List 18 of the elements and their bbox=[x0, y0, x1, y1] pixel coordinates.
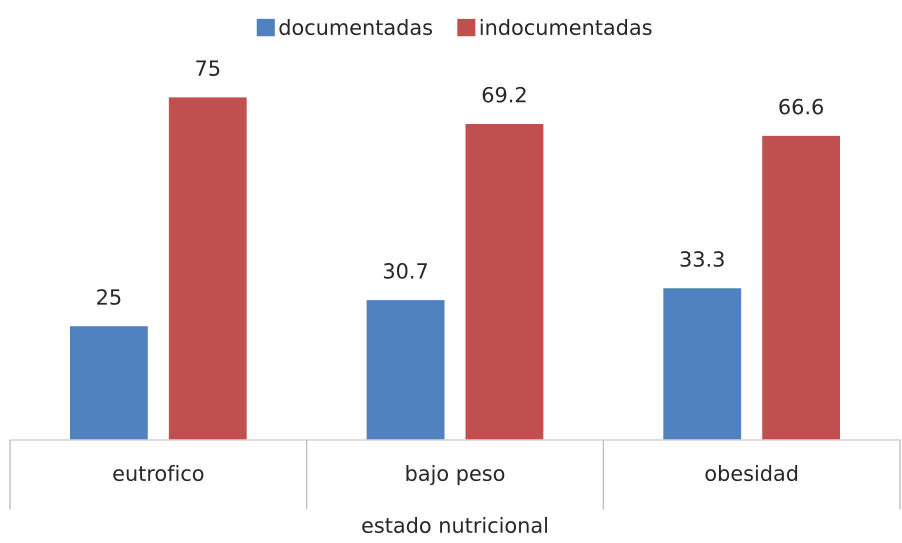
x-tick-label: bajo peso bbox=[406, 465, 504, 486]
bar bbox=[167, 96, 248, 440]
x-axis-title: estado nutricional bbox=[362, 516, 547, 534]
data-label: 25 bbox=[97, 289, 120, 305]
bar bbox=[68, 324, 150, 440]
legend-label: documentadas bbox=[279, 19, 432, 36]
x-tick-label: obesidad bbox=[705, 465, 798, 482]
legend-label: indocumentadas bbox=[480, 19, 652, 36]
data-label: 66.6 bbox=[779, 98, 823, 114]
bar bbox=[760, 134, 842, 440]
data-label: 75 bbox=[196, 60, 220, 76]
x-tick-label: eutrofico bbox=[113, 465, 204, 482]
bar bbox=[662, 286, 743, 440]
data-label: 30.7 bbox=[384, 263, 427, 279]
bar bbox=[365, 298, 446, 440]
data-label: 69.2 bbox=[482, 86, 526, 103]
data-label: 33.3 bbox=[680, 251, 724, 267]
bar bbox=[464, 122, 545, 440]
